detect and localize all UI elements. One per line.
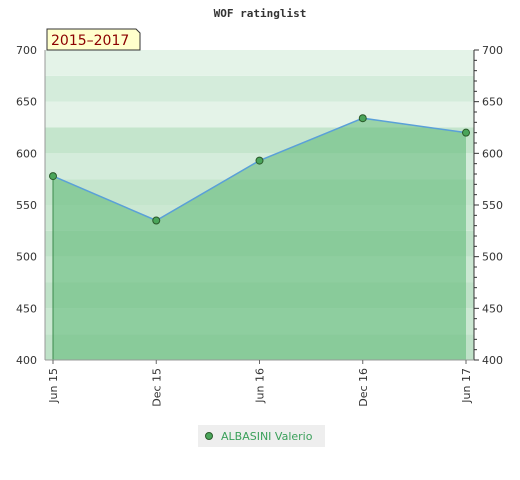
badge-text: 2015–2017 (51, 33, 129, 49)
y-tick-label-right: 700 (482, 44, 503, 57)
legend-label: ALBASINI Valerio (221, 430, 313, 443)
data-markers (49, 114, 470, 225)
data-point[interactable] (49, 172, 57, 181)
legend[interactable]: ALBASINI Valerio (198, 425, 325, 447)
data-point[interactable] (462, 128, 470, 137)
y-axis-right: 400 450 500 550 600 650 700 (473, 44, 503, 367)
data-point[interactable] (358, 114, 367, 123)
x-tick-label: Jun 16 (254, 368, 267, 404)
y-tick-label-right: 400 (482, 354, 503, 367)
y-tick-label-left: 700 (16, 44, 37, 57)
y-tick-label-left: 650 (16, 96, 37, 109)
y-tick-label-left: 600 (16, 147, 37, 160)
y-tick-label-right: 550 (482, 199, 503, 212)
y-tick-label-left: 400 (16, 354, 37, 367)
y-tick-label-right: 600 (482, 147, 503, 160)
y-tick-label-left: 550 (16, 199, 37, 212)
x-tick-label: Jun 17 (460, 368, 473, 404)
chart-title: WOF ratinglist (214, 7, 307, 20)
x-axis: Jun 15 Dec 15 Jun 16 Dec 16 Jun 17 (45, 359, 474, 407)
legend-box (198, 425, 325, 447)
grid-band (45, 50, 474, 76)
y-axis-left: 400 450 500 550 600 650 700 (16, 44, 46, 367)
y-tick-label-right: 500 (482, 251, 503, 264)
data-point[interactable] (152, 216, 161, 225)
grid-band (45, 75, 474, 102)
badge-shape (46, 28, 141, 51)
data-point[interactable] (255, 156, 264, 165)
x-tick-label: Dec 16 (357, 368, 370, 407)
x-tick-label: Jun 15 (47, 368, 60, 404)
grid-band (45, 101, 474, 128)
y-tick-label-left: 450 (16, 302, 37, 315)
y-tick-label-left: 500 (16, 251, 37, 264)
x-tick-label: Dec 15 (150, 368, 163, 407)
year-range-badge: 2015–2017 (46, 28, 141, 51)
legend-marker-icon (205, 432, 213, 440)
series-area (53, 118, 466, 360)
y-tick-label-right: 450 (482, 302, 503, 315)
y-tick-label-right: 650 (482, 96, 503, 109)
